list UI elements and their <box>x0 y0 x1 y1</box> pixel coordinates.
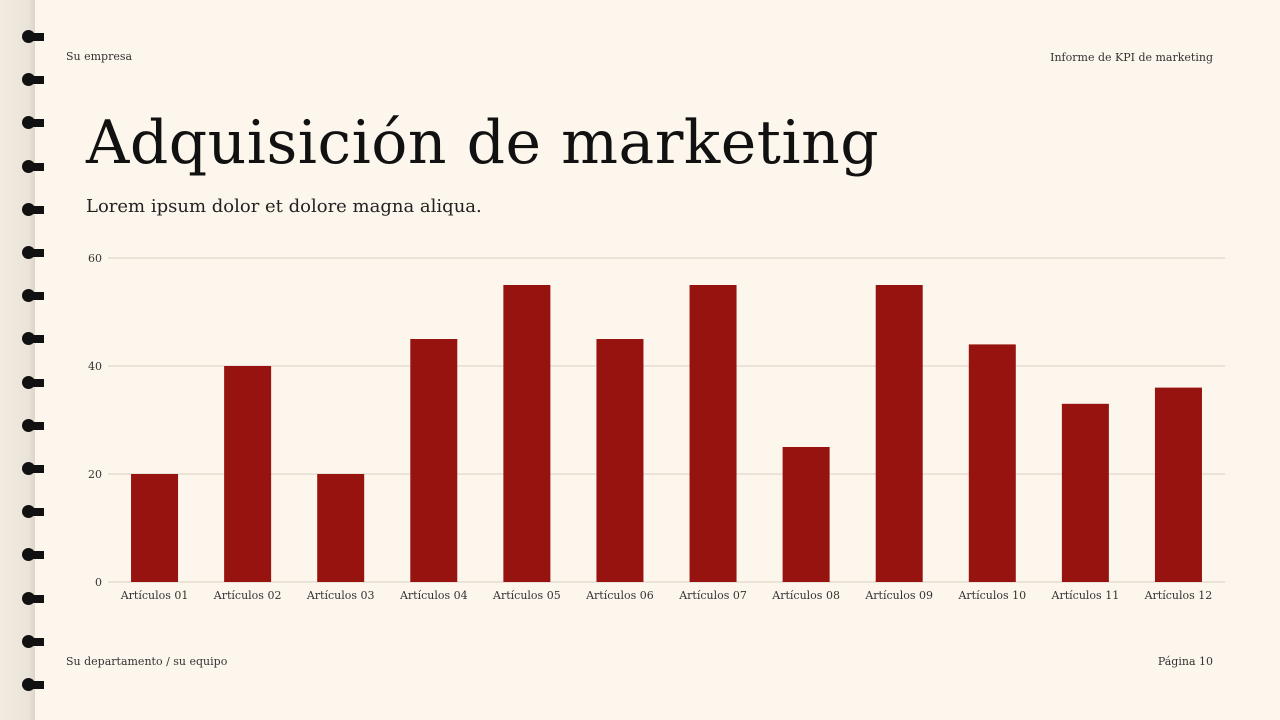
bar <box>875 285 923 582</box>
bar <box>1154 387 1202 582</box>
bar <box>968 344 1016 582</box>
bar <box>1061 403 1109 582</box>
binding-ring-icon <box>22 375 44 389</box>
x-tick-label: Artículos 11 <box>1051 589 1120 602</box>
binding-ring-icon <box>22 505 44 519</box>
binding-ring-icon <box>22 462 44 475</box>
binding-ring-icon <box>22 246 44 259</box>
bar <box>782 447 830 582</box>
binding-ring-icon <box>22 73 44 87</box>
bar <box>410 339 458 582</box>
y-tick-label: 40 <box>88 360 102 373</box>
y-tick-label: 60 <box>88 252 102 265</box>
x-tick-label: Artículos 08 <box>771 589 840 602</box>
bar <box>224 366 272 582</box>
binding-ring-icon <box>22 634 44 648</box>
binding-ring-icon <box>22 678 44 691</box>
y-tick-label: 20 <box>88 468 102 481</box>
binding-ring-icon <box>22 159 44 173</box>
binding-ring-icon <box>22 418 44 432</box>
bar <box>131 474 179 582</box>
report-title: Informe de KPI de marketing <box>1050 51 1213 64</box>
y-tick-label: 0 <box>95 576 102 589</box>
bar <box>503 285 551 582</box>
bar <box>689 285 737 582</box>
binding-ring-icon <box>22 548 44 562</box>
binding-ring-icon <box>22 332 44 346</box>
bar <box>317 474 365 582</box>
page-subtitle: Lorem ipsum dolor et dolore magna aliqua… <box>86 196 482 217</box>
x-tick-label: Artículos 01 <box>120 589 189 602</box>
binding-ring-icon <box>22 289 44 303</box>
binding-ring-icon <box>22 202 44 216</box>
page-number: Página 10 <box>1157 655 1213 668</box>
x-tick-label: Artículos 06 <box>585 589 654 602</box>
company-name: Su empresa <box>66 50 133 63</box>
department-label: Su departamento / su equipo <box>66 655 228 668</box>
x-tick-label: Artículos 07 <box>678 589 747 602</box>
bar <box>596 339 644 582</box>
x-tick-label: Artículos 03 <box>306 589 375 602</box>
binding-ring-icon <box>22 116 44 130</box>
x-tick-label: Artículos 05 <box>492 589 561 602</box>
binding-ring-icon <box>22 30 44 43</box>
x-tick-label: Artículos 09 <box>864 589 933 602</box>
x-tick-label: Artículos 02 <box>213 589 282 602</box>
x-tick-label: Artículos 04 <box>399 589 468 602</box>
x-tick-label: Artículos 12 <box>1144 589 1213 602</box>
binding-ring-icon <box>22 591 44 605</box>
page-title: Adquisición de marketing <box>86 108 880 178</box>
x-tick-label: Artículos 10 <box>957 589 1026 602</box>
